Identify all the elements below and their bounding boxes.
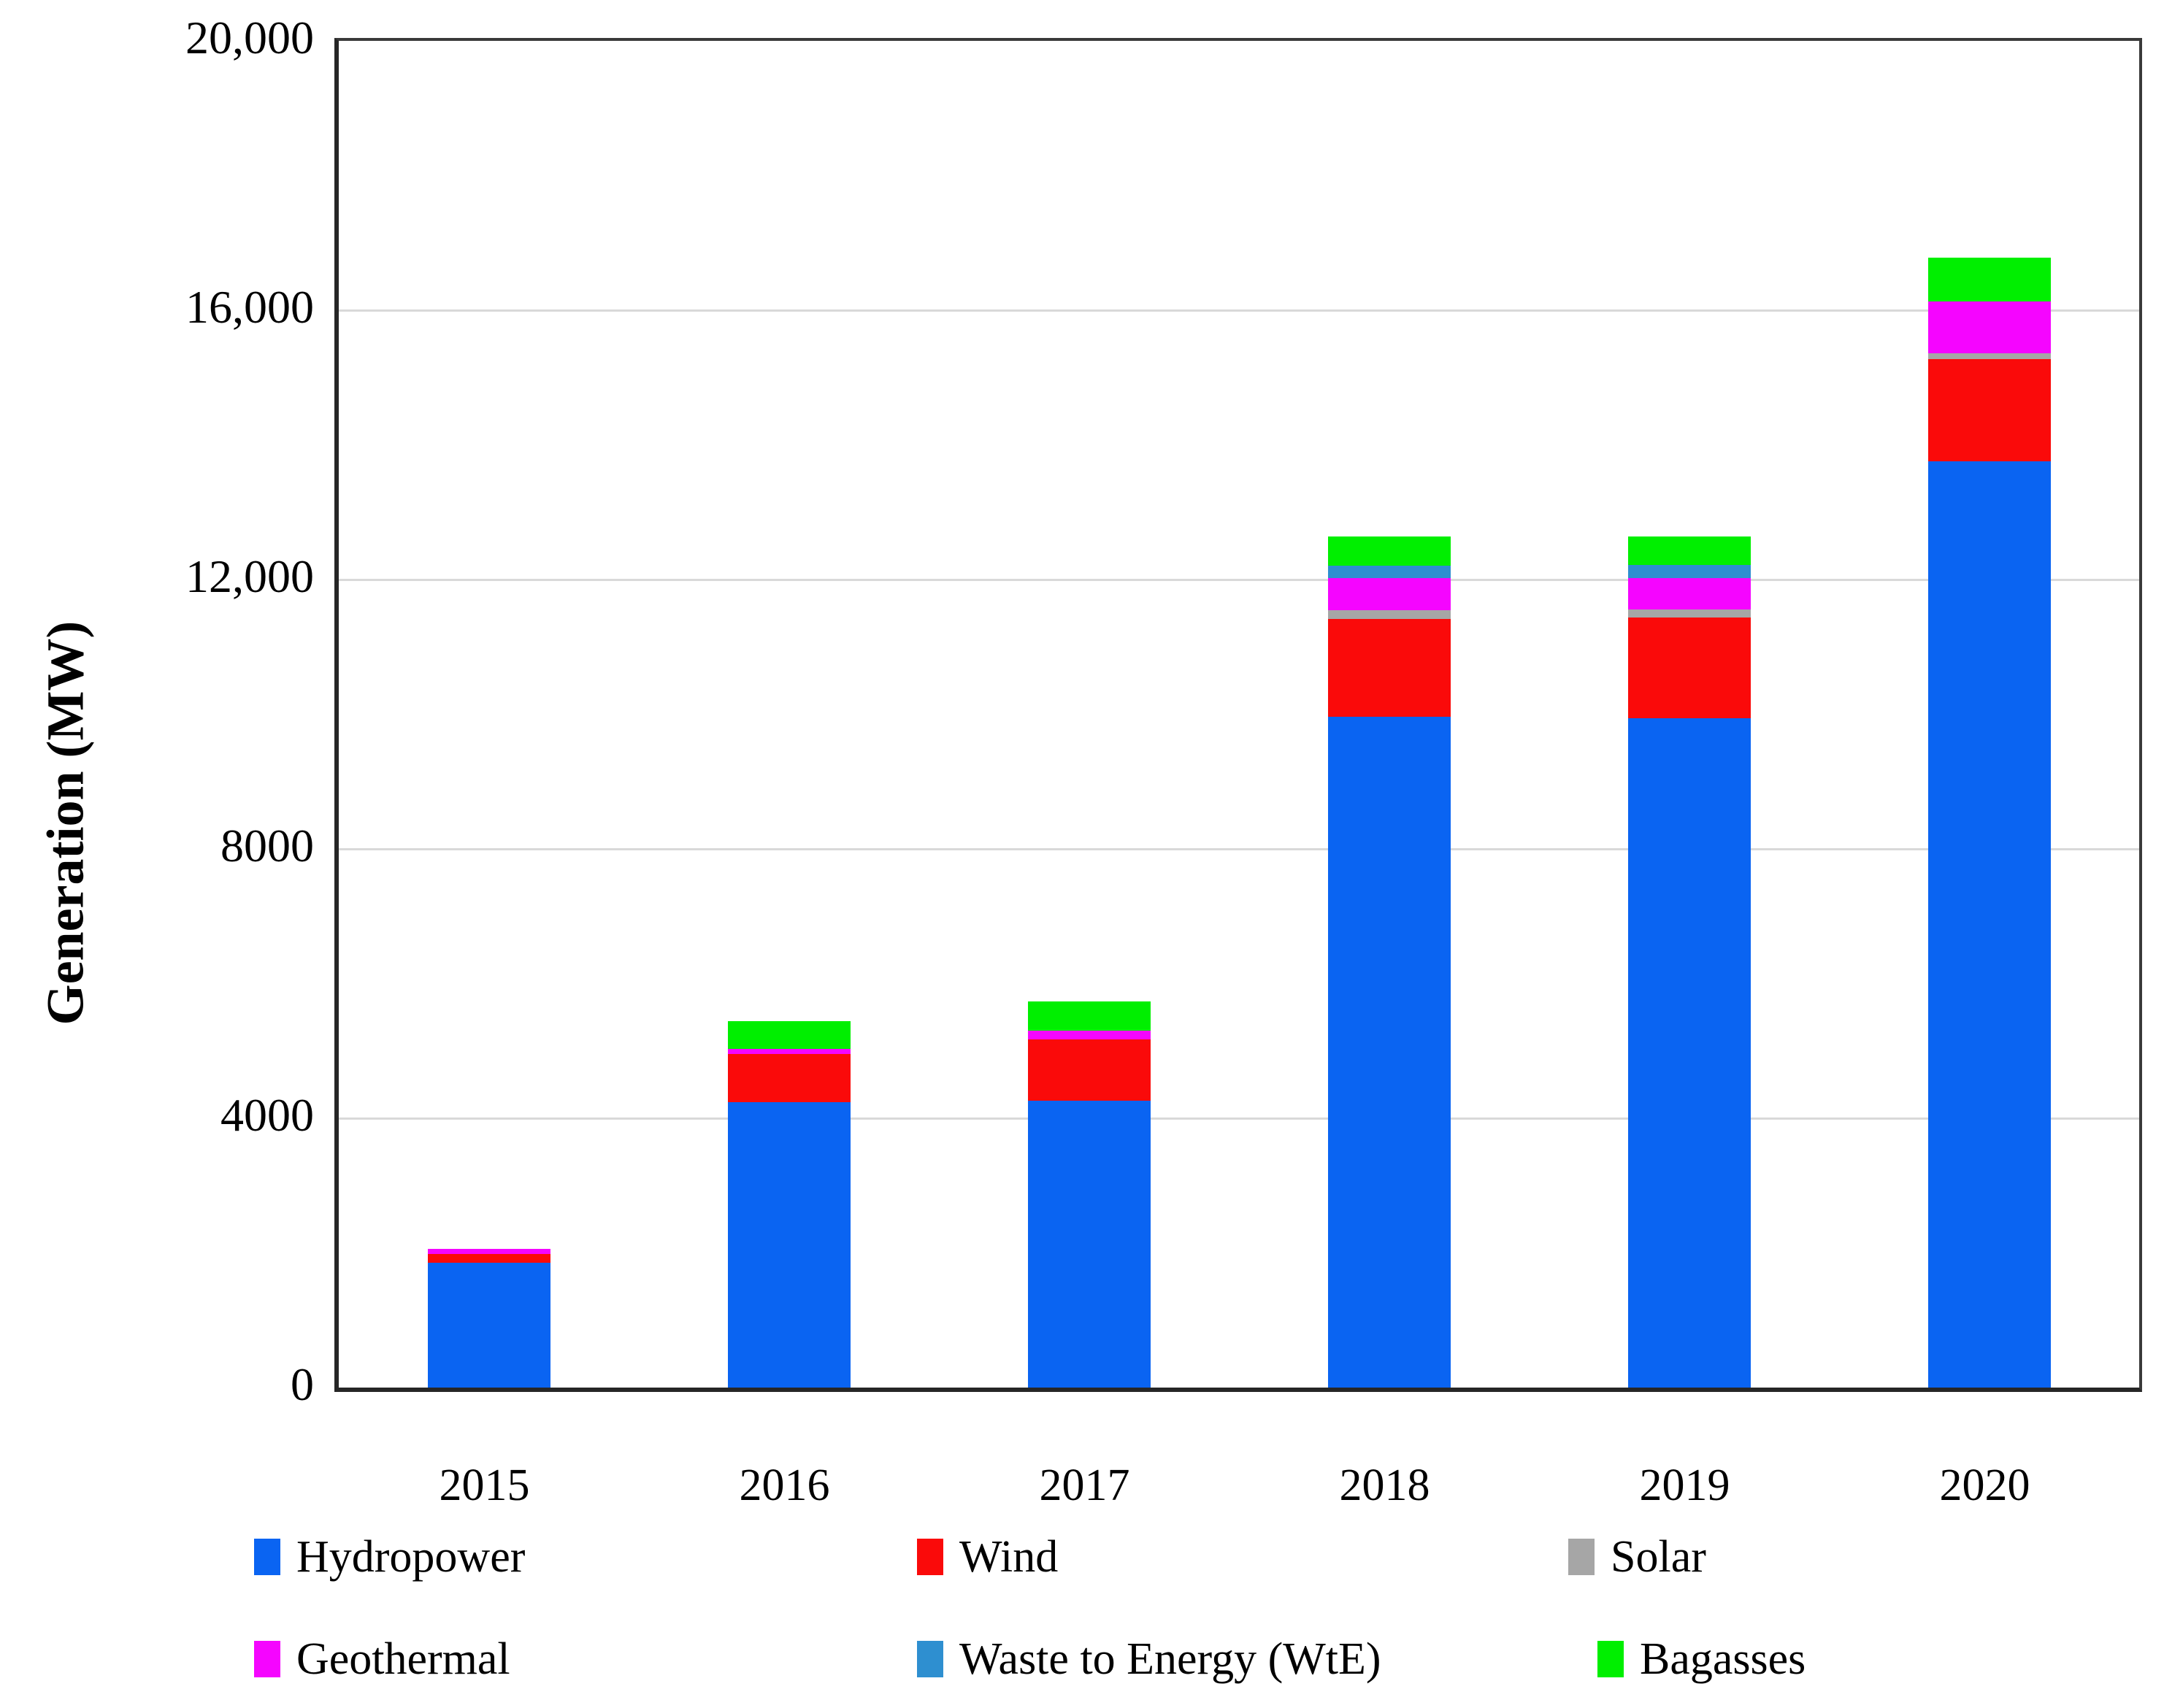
segment-2016-hydropower	[727, 1101, 851, 1388]
segment-2018-wind	[1327, 618, 1451, 718]
segment-2018-solar	[1327, 610, 1451, 619]
legend-swatch-icon	[1568, 1539, 1595, 1575]
legend-label: Waste to Energy (WtE)	[959, 1634, 1381, 1684]
gridline-12000	[339, 578, 2139, 581]
x-tick-label-2020: 2020	[1939, 1461, 2030, 1510]
x-tick-label-2017: 2017	[1039, 1461, 1130, 1510]
gridline-16000	[339, 309, 2139, 312]
segment-2018-waste-to-energy-wte-	[1327, 566, 1451, 579]
plot-area	[334, 38, 2142, 1392]
y-tick-label-0: 0	[291, 1358, 314, 1410]
legend-label: Wind	[959, 1532, 1059, 1582]
x-tick-label-2018: 2018	[1339, 1461, 1430, 1510]
segment-2015-geothermal	[427, 1248, 550, 1255]
segment-2018-hydropower	[1327, 717, 1451, 1388]
segment-2019-hydropower	[1627, 718, 1751, 1388]
bar-2016	[727, 1021, 851, 1388]
legend-label: Solar	[1611, 1532, 1706, 1582]
segment-2020-hydropower	[1927, 461, 2051, 1388]
legend-swatch-icon	[254, 1641, 280, 1677]
segment-2020-wind	[1927, 358, 2051, 461]
bar-2018	[1327, 536, 1451, 1388]
gridline-8000	[339, 847, 2139, 850]
y-tick-label-16000: 16,000	[185, 281, 314, 333]
y-tick-label-20000: 20,000	[185, 12, 314, 64]
segment-2018-bagasses	[1327, 536, 1451, 566]
legend-item-hydropower: Hydropower	[254, 1531, 525, 1582]
legend-swatch-icon	[254, 1539, 280, 1575]
bar-2020	[1927, 258, 2051, 1388]
segment-2020-geothermal	[1927, 301, 2051, 354]
legend-swatch-icon	[917, 1641, 943, 1677]
legend-label: Geothermal	[296, 1634, 510, 1684]
segment-2016-bagasses	[727, 1021, 851, 1049]
y-tick-label-12000: 12,000	[185, 550, 314, 602]
segment-2019-waste-to-energy-wte-	[1627, 564, 1751, 579]
gridline-4000	[339, 1117, 2139, 1120]
segment-2020-bagasses	[1927, 258, 2051, 302]
segment-2019-wind	[1627, 617, 1751, 719]
x-tick-label-2019: 2019	[1639, 1461, 1730, 1510]
x-tick-label-2015: 2015	[439, 1461, 530, 1510]
segment-2017-wind	[1027, 1039, 1151, 1101]
segment-2015-hydropower	[427, 1263, 550, 1388]
segment-2016-wind	[727, 1054, 851, 1102]
segment-2017-geothermal	[1027, 1030, 1151, 1039]
legend-label: Bagasses	[1640, 1634, 1806, 1684]
y-tick-label-4000: 4000	[220, 1089, 314, 1141]
segment-2019-geothermal	[1627, 578, 1751, 609]
segment-2015-wind	[427, 1254, 550, 1263]
x-tick-label-2016: 2016	[739, 1461, 830, 1510]
segment-2019-bagasses	[1627, 536, 1751, 565]
legend-label: Hydropower	[296, 1532, 526, 1582]
legend-item-geothermal: Geothermal	[254, 1634, 510, 1685]
y-tick-label-8000: 8000	[220, 820, 314, 872]
segment-2019-solar	[1627, 609, 1751, 618]
legend-swatch-icon	[1597, 1641, 1624, 1677]
bar-2017	[1027, 1001, 1151, 1388]
segment-2017-hydropower	[1027, 1101, 1151, 1388]
segment-2017-bagasses	[1027, 1001, 1151, 1031]
legend-item-wind: Wind	[917, 1531, 1058, 1582]
y-axis-title: Generation (MW)	[36, 620, 95, 1026]
segment-2016-geothermal	[727, 1048, 851, 1055]
segment-2020-solar	[1927, 353, 2051, 359]
segment-2018-geothermal	[1327, 578, 1451, 611]
bar-2019	[1627, 536, 1751, 1388]
bar-2015	[427, 1248, 550, 1388]
legend-item-solar: Solar	[1568, 1531, 1706, 1582]
legend-item-waste-to-energy-wte-: Waste to Energy (WtE)	[917, 1634, 1381, 1685]
legend-swatch-icon	[917, 1539, 943, 1575]
legend-item-bagasses: Bagasses	[1597, 1634, 1806, 1685]
